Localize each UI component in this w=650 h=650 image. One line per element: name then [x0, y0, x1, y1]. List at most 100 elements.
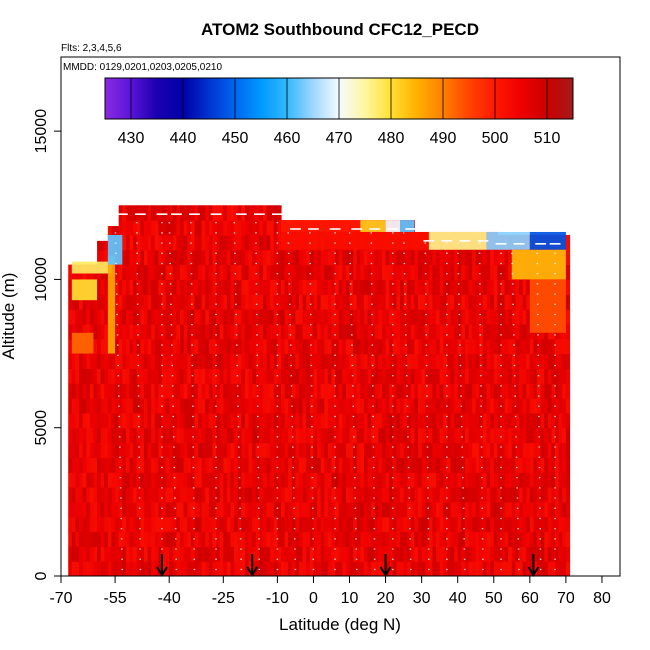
heatmap-cell: [515, 546, 520, 562]
heatmap-cell: [143, 442, 149, 458]
heatmap-cell: [407, 472, 412, 488]
heatmap-cell: [367, 249, 372, 266]
heatmap-cell: [172, 427, 178, 444]
heatmap-cell: [291, 279, 297, 295]
heatmap-cell: [450, 338, 455, 355]
heatmap-cell: [169, 561, 174, 576]
heatmap-cell: [432, 427, 437, 444]
heatmap-cell: [497, 309, 502, 325]
heatmap-cell: [216, 546, 221, 562]
heatmap-cell: [331, 264, 336, 281]
heatmap-cell: [526, 383, 531, 399]
heatmap-cell: [389, 249, 394, 266]
heatmap-cell: [381, 368, 387, 384]
heatmap-cell: [270, 279, 275, 295]
heatmap-cell: [475, 501, 480, 518]
heatmap-cell: [450, 383, 455, 399]
heatmap-cell: [277, 487, 282, 503]
heatmap-cell: [194, 516, 199, 533]
heatmap-cell: [205, 264, 210, 281]
heatmap-cell: [201, 516, 206, 533]
heatmap-cell: [529, 516, 535, 533]
heatmap-cell: [252, 234, 257, 251]
heatmap-cell: [68, 546, 73, 562]
heatmap-cell: [244, 279, 250, 295]
heatmap-cell: [551, 427, 556, 444]
heatmap-cell: [161, 323, 167, 340]
heatmap-cell: [248, 383, 253, 399]
heatmap-feature: [529, 231, 566, 250]
heatmap-cell: [511, 353, 517, 369]
heatmap-cell: [208, 457, 214, 473]
heatmap-cell: [421, 353, 426, 369]
heatmap-cell: [133, 279, 138, 295]
heatmap-cell: [493, 323, 498, 340]
heatmap-cell: [475, 353, 480, 369]
heatmap-cell: [472, 279, 477, 295]
heatmap-cell: [331, 442, 336, 458]
heatmap-cell: [418, 516, 423, 533]
heatmap-cell: [118, 457, 123, 473]
heatmap-cell: [270, 501, 275, 518]
heatmap-cell: [230, 383, 235, 399]
heatmap-cell: [479, 412, 484, 429]
heatmap-cell: [410, 427, 416, 444]
heatmap-cell: [396, 501, 401, 518]
heatmap-cell: [353, 383, 358, 399]
heatmap-cell: [432, 353, 437, 369]
heatmap-cell: [403, 546, 408, 562]
heatmap-cell: [313, 531, 318, 547]
heatmap-cell: [317, 472, 322, 488]
heatmap-cell: [205, 501, 210, 518]
heatmap-cell: [385, 531, 390, 547]
heatmap-cell: [407, 501, 412, 518]
heatmap-cell: [439, 279, 444, 295]
heatmap-cell: [187, 249, 192, 266]
heatmap-cell: [446, 442, 452, 458]
heatmap-cell: [244, 309, 250, 325]
heatmap-cell: [446, 561, 452, 576]
heatmap-cell: [425, 279, 430, 295]
heatmap-cell: [360, 323, 365, 340]
heatmap-cell: [219, 205, 224, 221]
heatmap-cell: [234, 220, 239, 236]
heatmap-cell: [378, 338, 383, 355]
heatmap-cell: [385, 323, 390, 340]
heatmap-cell: [216, 279, 221, 295]
heatmap-cell: [104, 546, 109, 562]
heatmap-cell: [338, 487, 343, 503]
heatmap-cell: [533, 412, 538, 429]
heatmap-cell: [537, 487, 542, 503]
heatmap-cell: [216, 427, 221, 444]
heatmap-cell: [317, 338, 322, 355]
heatmap-cell: [299, 368, 304, 384]
heatmap-cell: [198, 234, 203, 251]
heatmap-cell: [133, 457, 138, 473]
heatmap-cell: [216, 472, 221, 488]
heatmap-cell: [403, 294, 408, 310]
heatmap-cell: [302, 383, 307, 399]
heatmap-cell: [154, 501, 159, 518]
heatmap-cell: [299, 516, 304, 533]
heatmap-cell: [176, 412, 181, 429]
heatmap-cell: [93, 531, 98, 547]
heatmap-cell: [356, 338, 361, 355]
heatmap-cell: [187, 457, 192, 473]
heatmap-cell: [223, 309, 228, 325]
heatmap-cell: [464, 383, 470, 399]
heatmap-cell: [432, 383, 437, 399]
heatmap-cell: [468, 309, 473, 325]
heatmap-cell: [266, 427, 271, 444]
heatmap-cell: [89, 383, 95, 399]
heatmap-cell: [490, 279, 495, 295]
heatmap-cell: [515, 487, 520, 503]
heatmap-cell: [248, 516, 253, 533]
heatmap-cell: [490, 501, 495, 518]
heatmap-cell: [226, 531, 232, 547]
heatmap-cell: [519, 487, 524, 503]
heatmap-cell: [266, 323, 271, 340]
heatmap-cell: [143, 561, 149, 576]
heatmap-cell: [353, 368, 358, 384]
heatmap-cell: [454, 383, 459, 399]
heatmap-cell: [317, 531, 322, 547]
